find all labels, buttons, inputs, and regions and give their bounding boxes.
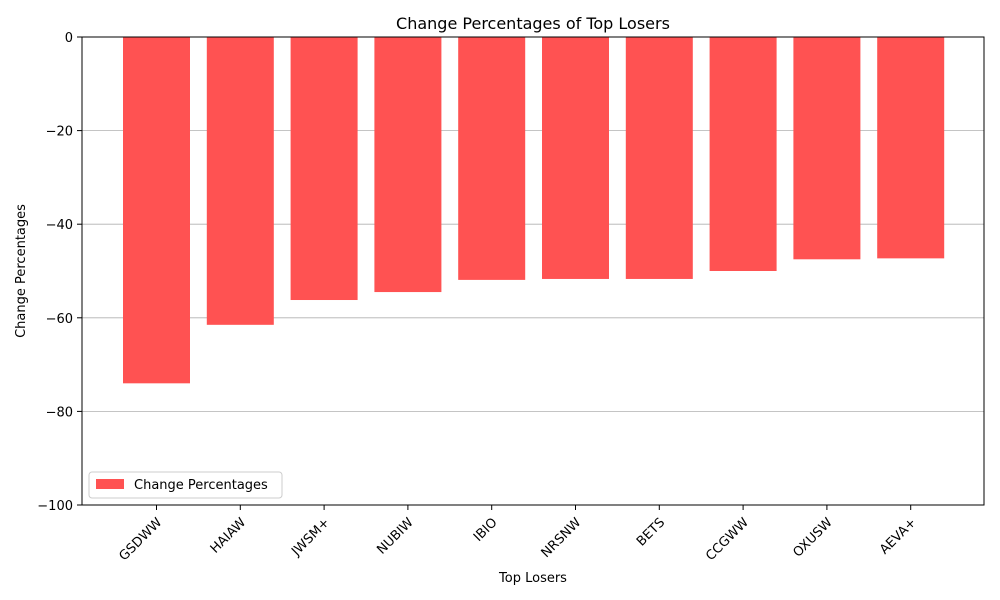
x-tick-label: IBIO [471,515,501,545]
y-tick-label: −40 [46,218,73,233]
bar [709,37,777,271]
y-tick-label: −100 [37,499,73,514]
bar [206,37,274,325]
plot-frame [81,36,985,506]
y-axis-ticks: 0 −20 −40 −60 −80 −100 [37,31,82,514]
bar [877,37,945,259]
x-tick-label: CCGWW [703,515,752,564]
x-tick-label: BETS [634,515,668,549]
bar [374,37,442,293]
legend: Change Percentages [88,471,283,499]
y-tick-label: −80 [46,405,73,420]
x-axis-ticks: GSDWW HAIAW JWSM+ NUBIW IBIO NRSNW BETS CCGWW OX… [117,505,920,564]
x-tick-label: GSDWW [117,515,166,564]
x-tick-label: JWSM+ [288,515,333,560]
bar [123,37,190,384]
y-tick-label: −20 [46,125,73,140]
bar [290,37,358,301]
chart-title: Change Percentages of Top Losers [396,14,670,33]
x-axis-label: Top Losers [498,571,567,586]
x-tick-label: NRSNW [539,515,585,561]
bar [542,37,609,279]
bars [123,37,945,384]
x-tick-label: AEVA+ [877,515,919,557]
legend-swatch [96,479,124,489]
y-tick-label: 0 [65,31,73,46]
x-tick-label: HAIAW [208,515,249,556]
bar [793,37,861,260]
bar [458,37,526,280]
legend-box [88,471,283,499]
bar [625,37,693,279]
legend-label: Change Percentages [134,478,268,493]
y-axis-label: Change Percentages [14,204,29,338]
x-tick-label: NUBIW [374,515,416,557]
y-tick-label: −60 [46,312,73,327]
x-tick-label: OXUSW [791,515,836,560]
